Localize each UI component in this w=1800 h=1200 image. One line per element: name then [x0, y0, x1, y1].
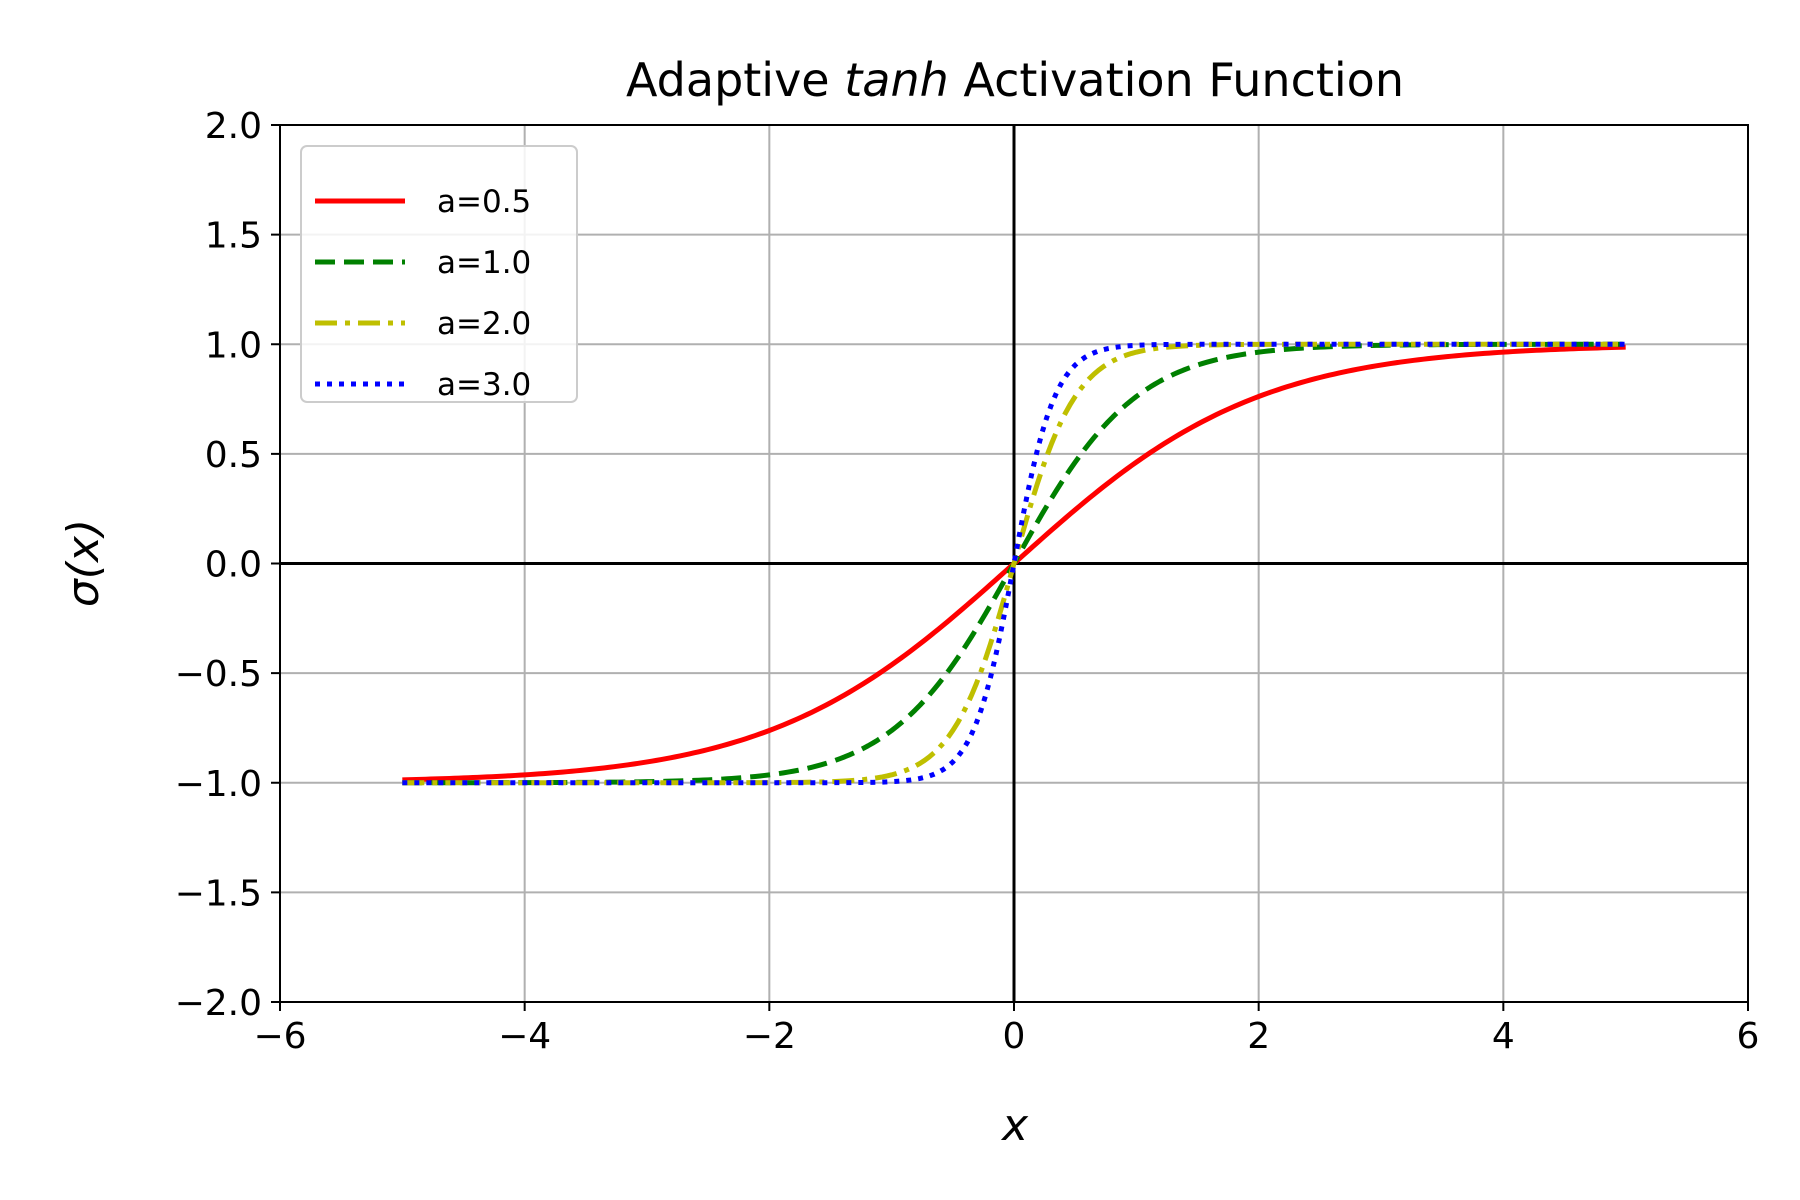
y-tick-label: −1.0: [175, 764, 262, 805]
y-axis-label: σ(x): [58, 519, 109, 607]
axis-ticks: −6 −4 −2 0 2 4 6 −2.0 −1.5 −1.0 −0.5 0.0 0.5 1.0 1.5 2.…: [175, 106, 1760, 1057]
legend-label: a=0.5: [437, 184, 531, 220]
y-tick-label: 0.0: [205, 545, 262, 586]
x-tick-label: −4: [498, 1016, 551, 1057]
legend-label: a=3.0: [437, 367, 531, 403]
x-tick-label: −2: [743, 1016, 796, 1057]
y-tick-label: −1.5: [175, 873, 262, 914]
data-series: [402, 341, 1626, 786]
y-tick-label: 1.0: [205, 325, 262, 366]
y-tick-label: −0.5: [175, 654, 262, 695]
x-tick-label: 0: [1003, 1016, 1026, 1057]
legend-box: [300, 145, 578, 403]
chart-title: Adaptive tanh Activation Function: [626, 53, 1404, 107]
y-tick-label: 1.5: [205, 216, 262, 257]
legend-label: a=2.0: [437, 306, 531, 342]
legend-label: a=1.0: [437, 245, 531, 281]
series-line-a=2.0: [402, 341, 1626, 786]
y-tick-label: 2.0: [205, 106, 262, 147]
x-tick-label: 2: [1247, 1016, 1270, 1057]
x-axis-label: x: [1000, 1100, 1029, 1151]
x-tick-label: 6: [1737, 1016, 1760, 1057]
legend: a=0.5 a=1.0 a=2.0 a=3.0: [300, 145, 578, 403]
y-tick-label: −2.0: [175, 983, 262, 1024]
x-tick-label: 4: [1492, 1016, 1515, 1057]
x-tick-label: −6: [253, 1016, 306, 1057]
y-tick-label: 0.5: [205, 435, 262, 476]
